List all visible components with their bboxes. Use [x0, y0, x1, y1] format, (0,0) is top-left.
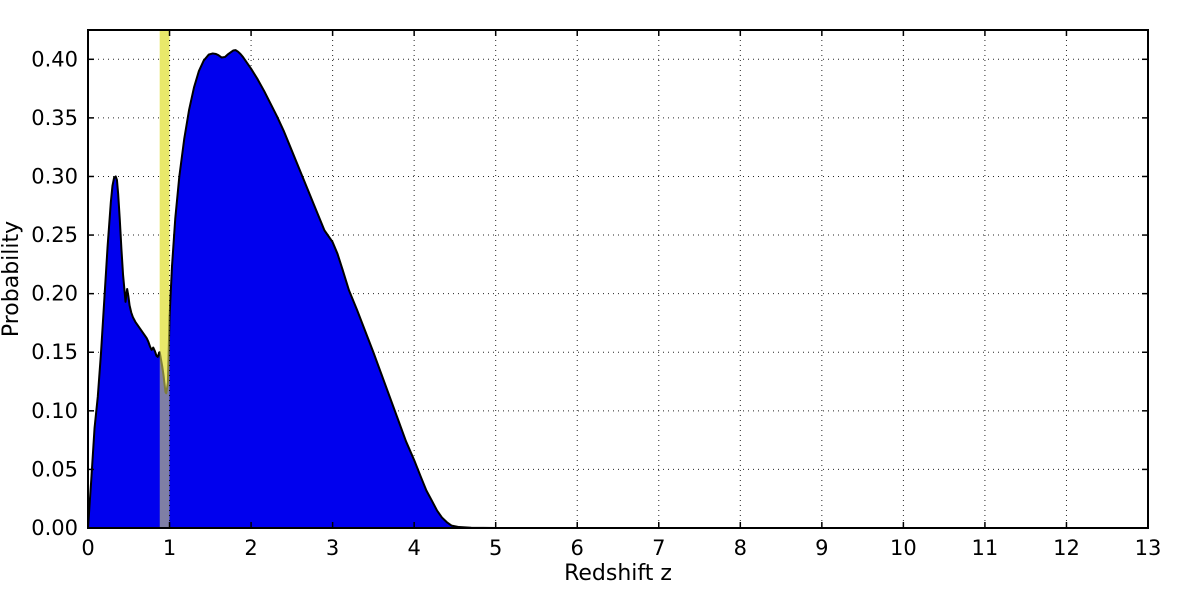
- plot-frame: [87, 29, 1149, 529]
- x-tick-label: 8: [734, 536, 747, 560]
- x-tick-label: 11: [972, 536, 999, 560]
- redshift-marker-band-overlay: [159, 30, 171, 528]
- y-tick-label: 0.20: [31, 282, 78, 306]
- x-axis-ticks: [87, 30, 1149, 528]
- x-tick-label: 9: [815, 536, 828, 560]
- x-axis-title: Redshift z: [564, 561, 672, 586]
- y-tick-label: 0.10: [31, 399, 78, 423]
- x-tick-label: 12: [1053, 536, 1080, 560]
- x-tick-label: 2: [244, 536, 257, 560]
- x-tick-label: 4: [407, 536, 420, 560]
- x-axis-tick-labels: 0 1 2 3 4 5 6 7 8 9 10 11 12 13: [81, 536, 1161, 560]
- y-tick-label: 0.15: [31, 340, 78, 364]
- y-axis-title: Probability: [0, 221, 24, 337]
- y-axis-tick-labels: 0.00 0.05 0.10 0.15 0.20 0.25 0.30 0.35 0.40: [31, 47, 78, 540]
- y-tick-label: 0.40: [31, 47, 78, 71]
- x-tick-label: 10: [890, 536, 917, 560]
- x-tick-label: 3: [326, 536, 339, 560]
- y-gridlines: [88, 58, 1148, 470]
- y-tick-label: 0.25: [31, 223, 78, 247]
- y-tick-label: 0.00: [31, 516, 78, 540]
- probability-area-series: [87, 49, 1067, 529]
- y-axis-ticks: [88, 58, 1148, 529]
- y-tick-label: 0.35: [31, 106, 78, 130]
- x-tick-label: 1: [163, 536, 176, 560]
- x-tick-label: 6: [571, 536, 584, 560]
- x-tick-label: 13: [1135, 536, 1162, 560]
- x-tick-label: 7: [652, 536, 665, 560]
- x-tick-label: 0: [81, 536, 94, 560]
- y-tick-label: 0.30: [31, 164, 78, 188]
- x-tick-label: 5: [489, 536, 502, 560]
- y-tick-label: 0.05: [31, 457, 78, 481]
